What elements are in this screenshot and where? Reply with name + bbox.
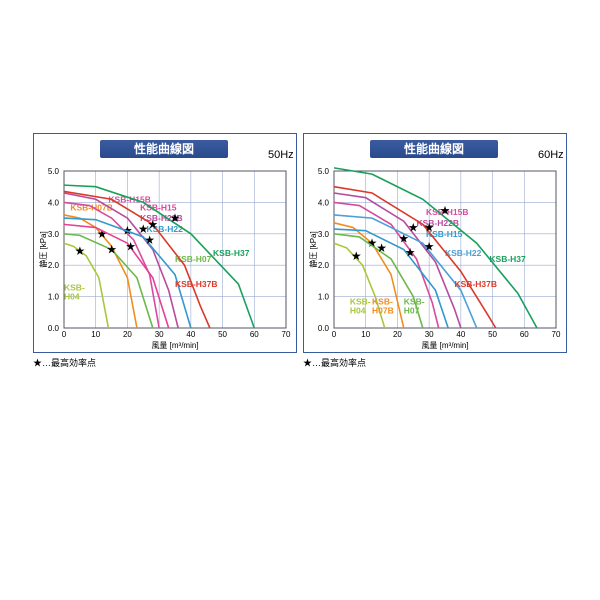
svg-text:2.0: 2.0 bbox=[318, 261, 330, 270]
svg-text:5.0: 5.0 bbox=[48, 167, 60, 176]
series-label-KSB-H37B: KSB-H37B bbox=[175, 279, 218, 289]
svg-text:30: 30 bbox=[155, 330, 164, 339]
star-marker: ★ bbox=[376, 241, 387, 255]
svg-text:70: 70 bbox=[552, 330, 561, 339]
svg-text:20: 20 bbox=[123, 330, 132, 339]
svg-text:60: 60 bbox=[250, 330, 259, 339]
svg-text:70: 70 bbox=[282, 330, 291, 339]
svg-text:40: 40 bbox=[186, 330, 195, 339]
svg-text:10: 10 bbox=[361, 330, 370, 339]
svg-text:5.0: 5.0 bbox=[318, 167, 330, 176]
chart-svg: 0102030405060700.01.02.03.04.05.0★KSB-H0… bbox=[34, 134, 296, 352]
chart-panel-50Hz: 性能曲線図50Hz0102030405060700.01.02.03.04.05… bbox=[33, 133, 297, 353]
series-label-KSB-H07: H07 bbox=[404, 305, 420, 315]
svg-text:10: 10 bbox=[91, 330, 100, 339]
x-axis-label: 風量 [m³/min] bbox=[151, 341, 198, 350]
series-label-KSB-H22: KSB-H22 bbox=[445, 248, 482, 258]
svg-text:20: 20 bbox=[393, 330, 402, 339]
svg-text:40: 40 bbox=[456, 330, 465, 339]
star-marker: ★ bbox=[424, 221, 435, 235]
svg-text:0.0: 0.0 bbox=[48, 324, 60, 333]
star-marker: ★ bbox=[125, 239, 136, 253]
chart-svg: 0102030405060700.01.02.03.04.05.0★KSB-H0… bbox=[304, 134, 566, 352]
x-axis-label: 風量 [m³/min] bbox=[421, 341, 468, 350]
star-marker: ★ bbox=[74, 244, 85, 258]
star-marker: ★ bbox=[147, 217, 158, 231]
svg-text:50: 50 bbox=[218, 330, 227, 339]
svg-text:4.0: 4.0 bbox=[48, 198, 60, 207]
svg-text:0: 0 bbox=[332, 330, 337, 339]
y-axis-label: 静圧 [kPa] bbox=[308, 231, 318, 267]
star-marker: ★ bbox=[440, 203, 451, 217]
series-label-KSB-H07B: H07B bbox=[372, 305, 394, 315]
svg-text:30: 30 bbox=[425, 330, 434, 339]
series-label-KSB-H37: KSB-H37 bbox=[213, 248, 250, 258]
svg-text:0.0: 0.0 bbox=[318, 324, 330, 333]
chart-panel-60Hz: 性能曲線図60Hz0102030405060700.01.02.03.04.05… bbox=[303, 133, 567, 353]
svg-text:2.0: 2.0 bbox=[48, 261, 60, 270]
svg-text:3.0: 3.0 bbox=[318, 230, 330, 239]
svg-text:3.0: 3.0 bbox=[48, 230, 60, 239]
svg-text:50: 50 bbox=[488, 330, 497, 339]
svg-text:0: 0 bbox=[62, 330, 67, 339]
svg-text:1.0: 1.0 bbox=[48, 293, 60, 302]
series-label-KSB-H04: H04 bbox=[64, 291, 80, 301]
legend-note: ★…最高効率点 bbox=[33, 356, 96, 369]
y-axis-label: 静圧 [kPa] bbox=[38, 231, 48, 267]
star-marker: ★ bbox=[351, 249, 362, 263]
svg-text:1.0: 1.0 bbox=[318, 293, 330, 302]
series-label-KSB-H37B: KSB-H37B bbox=[455, 279, 498, 289]
svg-text:4.0: 4.0 bbox=[318, 198, 330, 207]
star-marker: ★ bbox=[424, 239, 435, 253]
star-marker: ★ bbox=[144, 233, 155, 247]
star-marker: ★ bbox=[170, 211, 181, 225]
series-label-KSB-H04: H04 bbox=[350, 305, 366, 315]
series-label-KSB-H37: KSB-H37 bbox=[489, 254, 526, 264]
star-marker: ★ bbox=[106, 243, 117, 257]
star-marker: ★ bbox=[405, 246, 416, 260]
svg-text:60: 60 bbox=[520, 330, 529, 339]
legend-note: ★…最高効率点 bbox=[303, 356, 366, 369]
